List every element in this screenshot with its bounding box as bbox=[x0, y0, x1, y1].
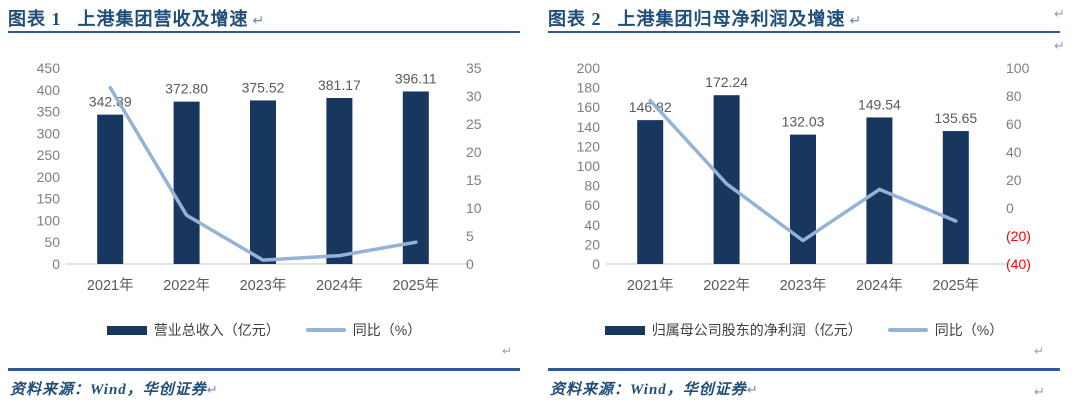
svg-text:2022年: 2022年 bbox=[163, 277, 210, 294]
svg-text:140: 140 bbox=[577, 119, 601, 135]
figure-panel-net-profit: 图表 2 上港集团归母净利润及增速 ↵ 0 20 40 60 80 100 120 140 160 1… bbox=[548, 0, 1060, 414]
return-mark-icon: ↵ bbox=[1054, 6, 1065, 21]
title-divider bbox=[548, 31, 1060, 33]
svg-text:150: 150 bbox=[37, 191, 61, 207]
source-text: 资料来源：Wind，华创证券 bbox=[550, 382, 747, 398]
svg-text:60: 60 bbox=[584, 197, 600, 213]
bar-series-swatch bbox=[604, 325, 645, 335]
svg-text:15: 15 bbox=[466, 172, 482, 188]
figure-title-text: 上港集团归母净利润及增速 bbox=[617, 9, 846, 29]
figure-bottom-divider bbox=[548, 368, 1060, 371]
svg-text:350: 350 bbox=[37, 104, 61, 120]
svg-text:80: 80 bbox=[584, 178, 600, 194]
svg-text:375.52: 375.52 bbox=[242, 79, 285, 95]
svg-text:2024年: 2024年 bbox=[856, 277, 903, 294]
return-mark-icon: ↵ bbox=[1034, 384, 1045, 399]
svg-text:135.65: 135.65 bbox=[934, 110, 977, 126]
revenue-growth-chart: 0 50 100 150 200 250 300 350 400 450 0 5 10 15 20 25 30 3… bbox=[37, 60, 482, 294]
svg-text:20: 20 bbox=[584, 236, 600, 252]
svg-text:2023年: 2023年 bbox=[780, 277, 827, 294]
figure-title: 图表 2 上港集团归母净利润及增速 ↵ bbox=[548, 5, 861, 31]
svg-text:2022年: 2022年 bbox=[703, 277, 750, 294]
return-mark-icon: ↵ bbox=[502, 344, 513, 358]
svg-text:2025年: 2025年 bbox=[932, 277, 979, 294]
svg-text:149.54: 149.54 bbox=[858, 96, 901, 112]
svg-text:(40): (40) bbox=[1006, 256, 1031, 272]
chart-legend: 归属母公司股东的净利润（亿元） 同比（%） bbox=[548, 320, 1060, 340]
return-mark-icon: ↵ bbox=[849, 12, 862, 28]
legend-item-line: 同比（%） bbox=[305, 320, 422, 340]
svg-text:172.24: 172.24 bbox=[705, 74, 748, 90]
svg-text:450: 450 bbox=[37, 60, 61, 76]
svg-text:160: 160 bbox=[577, 99, 601, 115]
svg-text:35: 35 bbox=[466, 60, 482, 76]
title-divider bbox=[8, 31, 520, 33]
svg-text:300: 300 bbox=[37, 125, 61, 141]
return-mark-icon: ↵ bbox=[252, 12, 265, 28]
legend-item-bar: 归属母公司股东的净利润（亿元） bbox=[604, 320, 862, 340]
svg-text:0: 0 bbox=[592, 256, 600, 272]
svg-text:10: 10 bbox=[466, 200, 482, 216]
net-profit-growth-chart: 0 20 40 60 80 100 120 140 160 180 200 (40) (20) 0 20 40… bbox=[577, 60, 1031, 294]
source-text: 资料来源：Wind，华创证券 bbox=[10, 382, 207, 398]
svg-text:396.11: 396.11 bbox=[395, 70, 437, 86]
svg-text:2023年: 2023年 bbox=[240, 277, 287, 294]
bar-series-swatch bbox=[106, 325, 147, 335]
legend-item-line: 同比（%） bbox=[887, 320, 1004, 340]
svg-text:2025年: 2025年 bbox=[392, 277, 439, 294]
legend-label: 同比（%） bbox=[934, 322, 1004, 338]
svg-text:25: 25 bbox=[466, 116, 482, 132]
svg-text:40: 40 bbox=[584, 217, 600, 233]
figure-bottom-divider bbox=[8, 368, 520, 371]
svg-text:250: 250 bbox=[37, 147, 61, 163]
svg-text:20: 20 bbox=[466, 144, 482, 160]
svg-text:5: 5 bbox=[466, 228, 474, 244]
svg-text:2021年: 2021年 bbox=[627, 277, 674, 294]
svg-text:180: 180 bbox=[577, 80, 601, 96]
legend-item-bar: 营业总收入（亿元） bbox=[106, 320, 280, 340]
svg-text:372.80: 372.80 bbox=[165, 81, 208, 97]
figure-label: 图表 2 bbox=[548, 9, 602, 29]
svg-text:200: 200 bbox=[37, 169, 61, 185]
svg-text:100: 100 bbox=[577, 158, 601, 174]
line-series-swatch bbox=[887, 328, 928, 332]
svg-text:20: 20 bbox=[1006, 172, 1022, 188]
return-mark-icon: ↵ bbox=[1034, 344, 1045, 358]
legend-label: 营业总收入（亿元） bbox=[153, 322, 280, 338]
svg-text:50: 50 bbox=[44, 234, 60, 250]
chart-legend: 营业总收入（亿元） 同比（%） bbox=[8, 320, 520, 340]
legend-label: 归属母公司股东的净利润（亿元） bbox=[651, 322, 862, 338]
svg-text:40: 40 bbox=[1006, 144, 1022, 160]
svg-text:400: 400 bbox=[37, 82, 61, 98]
svg-text:80: 80 bbox=[1006, 88, 1022, 104]
source-note: 资料来源：Wind，华创证券↵ bbox=[550, 378, 758, 399]
svg-text:381.17: 381.17 bbox=[318, 77, 361, 93]
svg-text:0: 0 bbox=[1006, 200, 1014, 216]
return-mark-icon: ↵ bbox=[746, 382, 758, 397]
svg-text:(20): (20) bbox=[1006, 228, 1031, 244]
figure-title: 图表 1 上港集团营收及增速 ↵ bbox=[8, 5, 264, 31]
svg-text:2021年: 2021年 bbox=[87, 277, 134, 294]
svg-text:0: 0 bbox=[466, 256, 474, 272]
figure-label: 图表 1 bbox=[8, 9, 62, 29]
svg-text:200: 200 bbox=[577, 60, 601, 76]
return-mark-icon: ↵ bbox=[1054, 38, 1065, 53]
legend-label: 同比（%） bbox=[352, 322, 422, 338]
svg-text:0: 0 bbox=[52, 256, 60, 272]
source-note: 资料来源：Wind，华创证券↵ bbox=[10, 378, 218, 399]
return-mark-icon: ↵ bbox=[206, 382, 218, 397]
svg-text:60: 60 bbox=[1006, 116, 1022, 132]
figure-title-text: 上港集团营收及增速 bbox=[77, 9, 249, 29]
figure-panel-revenue: 图表 1 上港集团营收及增速 ↵ 0 50 100 150 200 250 300 350 400 4… bbox=[8, 0, 520, 414]
svg-text:132.03: 132.03 bbox=[782, 114, 825, 130]
svg-text:120: 120 bbox=[577, 138, 601, 154]
svg-text:100: 100 bbox=[37, 212, 61, 228]
svg-text:342.89: 342.89 bbox=[89, 94, 132, 110]
svg-text:2024年: 2024年 bbox=[316, 277, 363, 294]
line-series-swatch bbox=[305, 328, 346, 332]
svg-text:100: 100 bbox=[1006, 60, 1030, 76]
svg-text:30: 30 bbox=[466, 88, 482, 104]
